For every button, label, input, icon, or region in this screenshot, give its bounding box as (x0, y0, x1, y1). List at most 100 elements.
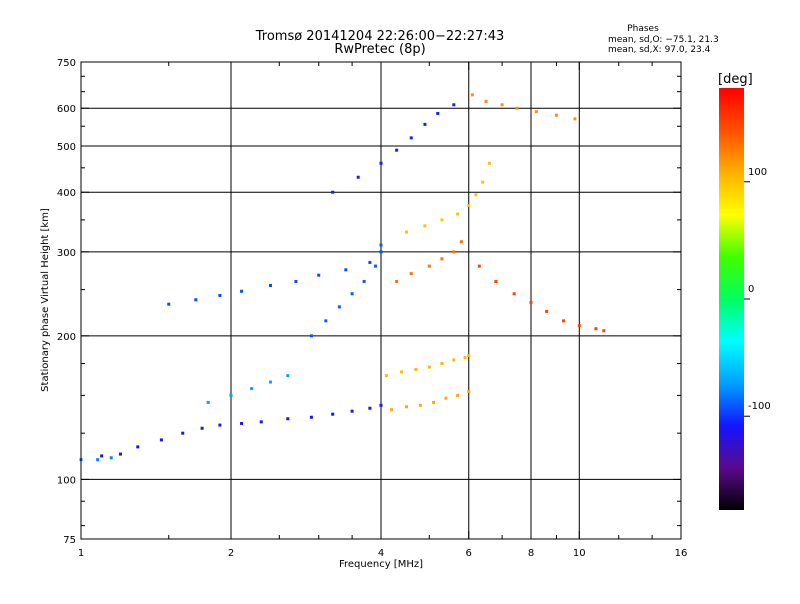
y-tick-label: 400 (57, 188, 76, 199)
data-point (395, 279, 399, 283)
data-point (109, 456, 113, 460)
data-point (423, 122, 427, 126)
data-point (562, 319, 566, 323)
data-point (534, 110, 538, 114)
data-point (206, 400, 210, 404)
data-point (452, 358, 456, 362)
data-point (529, 300, 533, 304)
data-point (100, 454, 104, 458)
data-point (331, 190, 335, 194)
data-point (350, 292, 354, 296)
data-point (594, 327, 598, 331)
data-point (515, 106, 519, 110)
colorbar-tick-label: 100 (748, 167, 767, 178)
data-point (440, 257, 444, 261)
data-point (181, 431, 185, 435)
data-point (436, 111, 440, 115)
data-point (368, 260, 372, 264)
data-point (427, 365, 431, 369)
data-point (286, 374, 290, 378)
data-point (268, 380, 272, 384)
data-point (96, 458, 100, 462)
data-point (259, 420, 263, 424)
phases-heading: Phases (627, 24, 659, 34)
data-point (374, 264, 378, 268)
data-point (545, 309, 549, 313)
data-point (324, 319, 328, 323)
data-point (467, 204, 471, 208)
data-point (368, 406, 372, 410)
data-point (500, 103, 504, 107)
data-point (118, 452, 122, 456)
data-point (390, 408, 394, 412)
data-point (456, 393, 460, 397)
data-point (452, 103, 456, 107)
colorbar-tick-label: 0 (748, 284, 754, 295)
data-point (414, 367, 418, 371)
data-point (250, 387, 254, 391)
data-point (484, 99, 488, 103)
y-tick-label: 500 (57, 142, 76, 153)
phases-mean-x: mean, sd,X: 97.0, 23.4 (608, 45, 711, 55)
data-point (577, 324, 581, 328)
data-point (440, 361, 444, 365)
x-axis-label: Frequency [MHz] (339, 559, 423, 570)
colorbar (719, 88, 744, 510)
data-point (356, 175, 360, 179)
data-points (79, 93, 606, 462)
data-point (362, 279, 366, 283)
x-tick-label: 8 (528, 548, 534, 559)
y-tick-label: 200 (57, 332, 76, 343)
data-point (309, 415, 313, 419)
y-tick-label: 75 (63, 535, 76, 546)
data-point (229, 393, 233, 397)
y-axis-label: Stationary phase Virtual Height [km] (40, 208, 51, 392)
data-point (602, 329, 606, 333)
x-axis: 1 2 4 6 8 10 16 (78, 62, 688, 559)
data-point (427, 264, 431, 268)
data-point (136, 445, 140, 449)
data-point (404, 230, 408, 234)
x-tick-label: 10 (573, 548, 586, 559)
chart-title: Tromsø 20141204 22:26:00−22:27:43 (255, 29, 505, 44)
data-point (379, 243, 383, 247)
data-point (317, 273, 321, 277)
data-point (432, 400, 436, 404)
data-point (294, 279, 298, 283)
data-point (384, 374, 388, 378)
chart-subtitle: RwPretec (8p) (334, 42, 425, 57)
data-point (409, 136, 413, 140)
data-point (379, 161, 383, 165)
data-point (456, 212, 460, 216)
data-point (379, 250, 383, 254)
x-tick-label: 1 (78, 548, 84, 559)
data-point (240, 289, 244, 293)
data-point (379, 403, 383, 407)
data-point (337, 305, 341, 309)
data-point (167, 302, 171, 306)
data-point (467, 353, 471, 357)
x-tick-label: 4 (378, 548, 384, 559)
data-point (350, 409, 354, 413)
data-point (240, 421, 244, 425)
data-point (452, 250, 456, 254)
colorbar-label: [deg] (718, 72, 753, 87)
y-axis: 75 100 200 300 400 500 600 750 (57, 58, 681, 546)
data-point (409, 272, 413, 276)
y-tick-label: 600 (57, 104, 76, 115)
y-tick-label: 100 (57, 475, 76, 486)
data-point (268, 283, 272, 287)
data-point (494, 279, 498, 283)
data-point (395, 148, 399, 152)
data-point (467, 389, 471, 393)
colorbar-ticks: 100 0 -100 (744, 167, 771, 417)
data-point (481, 180, 485, 184)
data-point (440, 218, 444, 222)
data-point (218, 293, 222, 297)
data-point (463, 356, 467, 360)
x-tick-label: 16 (675, 548, 688, 559)
x-tick-label: 6 (466, 548, 472, 559)
data-point (400, 370, 404, 374)
